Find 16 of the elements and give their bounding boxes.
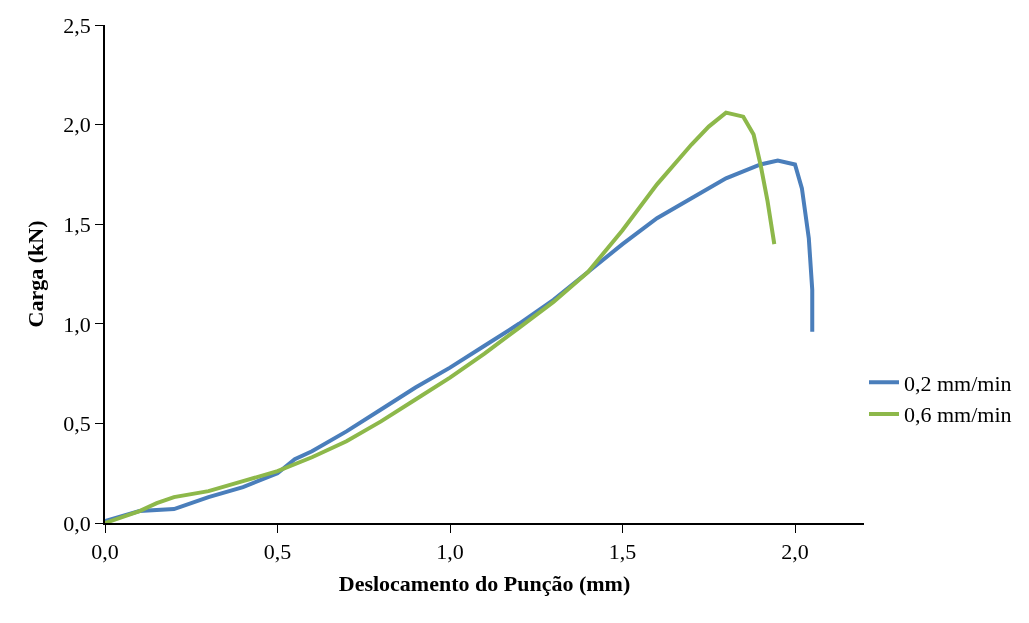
y-tick-label: 0,0 xyxy=(63,510,91,536)
x-tick-label: 0,5 xyxy=(263,539,292,565)
x-axis-title: Deslocamento do Punção (mm) xyxy=(338,570,631,596)
x-tick-label: 0,0 xyxy=(91,539,119,565)
line-series xyxy=(105,110,777,523)
y-tick-label: 1,5 xyxy=(63,211,91,237)
x-tick-label: 1,0 xyxy=(436,539,464,565)
y-tick-label: 2,0 xyxy=(63,112,91,138)
legend-label: 0,6 mm/min xyxy=(904,402,1012,428)
x-tick-label: 1,5 xyxy=(608,539,637,565)
y-axis-title: Carga (kN) xyxy=(22,220,48,328)
x-tick-label: 2,0 xyxy=(781,539,809,565)
y-tick-label: 2,5 xyxy=(63,12,91,38)
legend-label: 0,2 mm/min xyxy=(904,370,1012,396)
y-tick-label: 0,5 xyxy=(63,411,91,437)
y-tick-label: 1,0 xyxy=(63,311,91,337)
